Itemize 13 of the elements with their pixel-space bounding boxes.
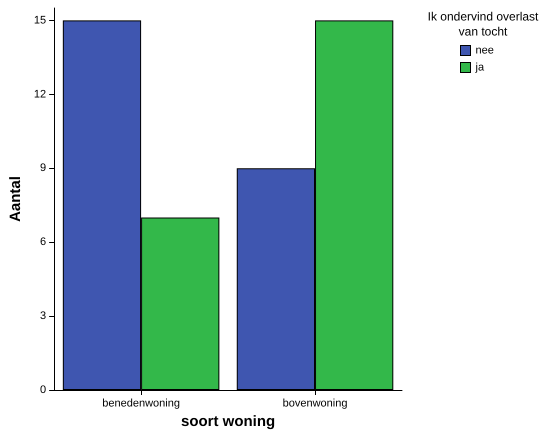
y-tick-label: 9 (40, 162, 46, 174)
legend-label: nee (476, 44, 494, 56)
x-axis-title: soort woning (180, 413, 276, 430)
y-tick-label: 0 (40, 384, 46, 396)
legend-label: ja (474, 62, 485, 74)
y-tick-label: 12 (34, 88, 46, 100)
y-tick-label: 6 (40, 236, 46, 248)
legend-title: Ik ondervind overlast van tocht (428, 10, 540, 38)
y-axis-title: Aantal (7, 176, 24, 222)
y-tick-label: 15 (34, 14, 46, 26)
x-tick-label: benedenwoning (102, 398, 180, 410)
x-tick-label: bovenwoning (282, 398, 348, 410)
y-tick-label: 3 (40, 310, 46, 322)
